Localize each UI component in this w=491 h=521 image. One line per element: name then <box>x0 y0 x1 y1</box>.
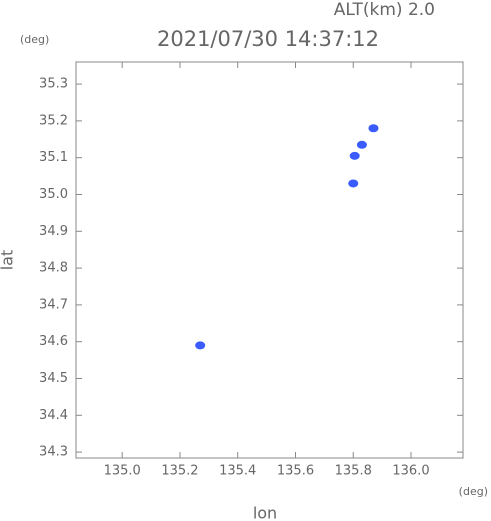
x-tick-label: 135.6 <box>277 464 314 479</box>
chart-title: 2021/07/30 14:37:12 <box>157 27 379 51</box>
echo-cell <box>348 179 359 188</box>
x-tick-label: 135.4 <box>219 464 256 479</box>
x-axis-label: lon <box>253 504 277 521</box>
y-tick-label: 34.8 <box>39 261 68 276</box>
chart-subtitle: ALT(km) 2.0 <box>334 0 435 20</box>
y-tick-label: 34.6 <box>39 334 68 349</box>
x-tick-label: 135.0 <box>104 464 141 479</box>
echo-cell <box>195 341 206 350</box>
y-unit: (deg) <box>20 33 49 46</box>
y-tick-label: 35.0 <box>39 187 68 202</box>
x-tick-label: 135.2 <box>161 464 198 479</box>
y-tick-label: 34.7 <box>39 297 68 312</box>
echo-cell <box>349 151 360 160</box>
echo-cell <box>368 124 379 133</box>
echo-cell <box>356 140 367 149</box>
y-tick-label: 35.2 <box>39 113 68 128</box>
y-tick-label: 34.5 <box>39 371 68 386</box>
y-tick-label: 35.3 <box>39 77 68 92</box>
y-tick-label: 35.1 <box>39 150 68 165</box>
y-tick-label: 34.4 <box>39 408 68 423</box>
y-tick-label: 34.9 <box>39 224 68 239</box>
y-tick-label: 34.3 <box>39 445 68 460</box>
x-tick-label: 136.0 <box>392 464 429 479</box>
x-unit: (deg) <box>459 485 488 498</box>
plot-frame <box>75 61 464 459</box>
y-axis-label: lat <box>0 250 17 271</box>
x-tick-label: 135.8 <box>335 464 372 479</box>
